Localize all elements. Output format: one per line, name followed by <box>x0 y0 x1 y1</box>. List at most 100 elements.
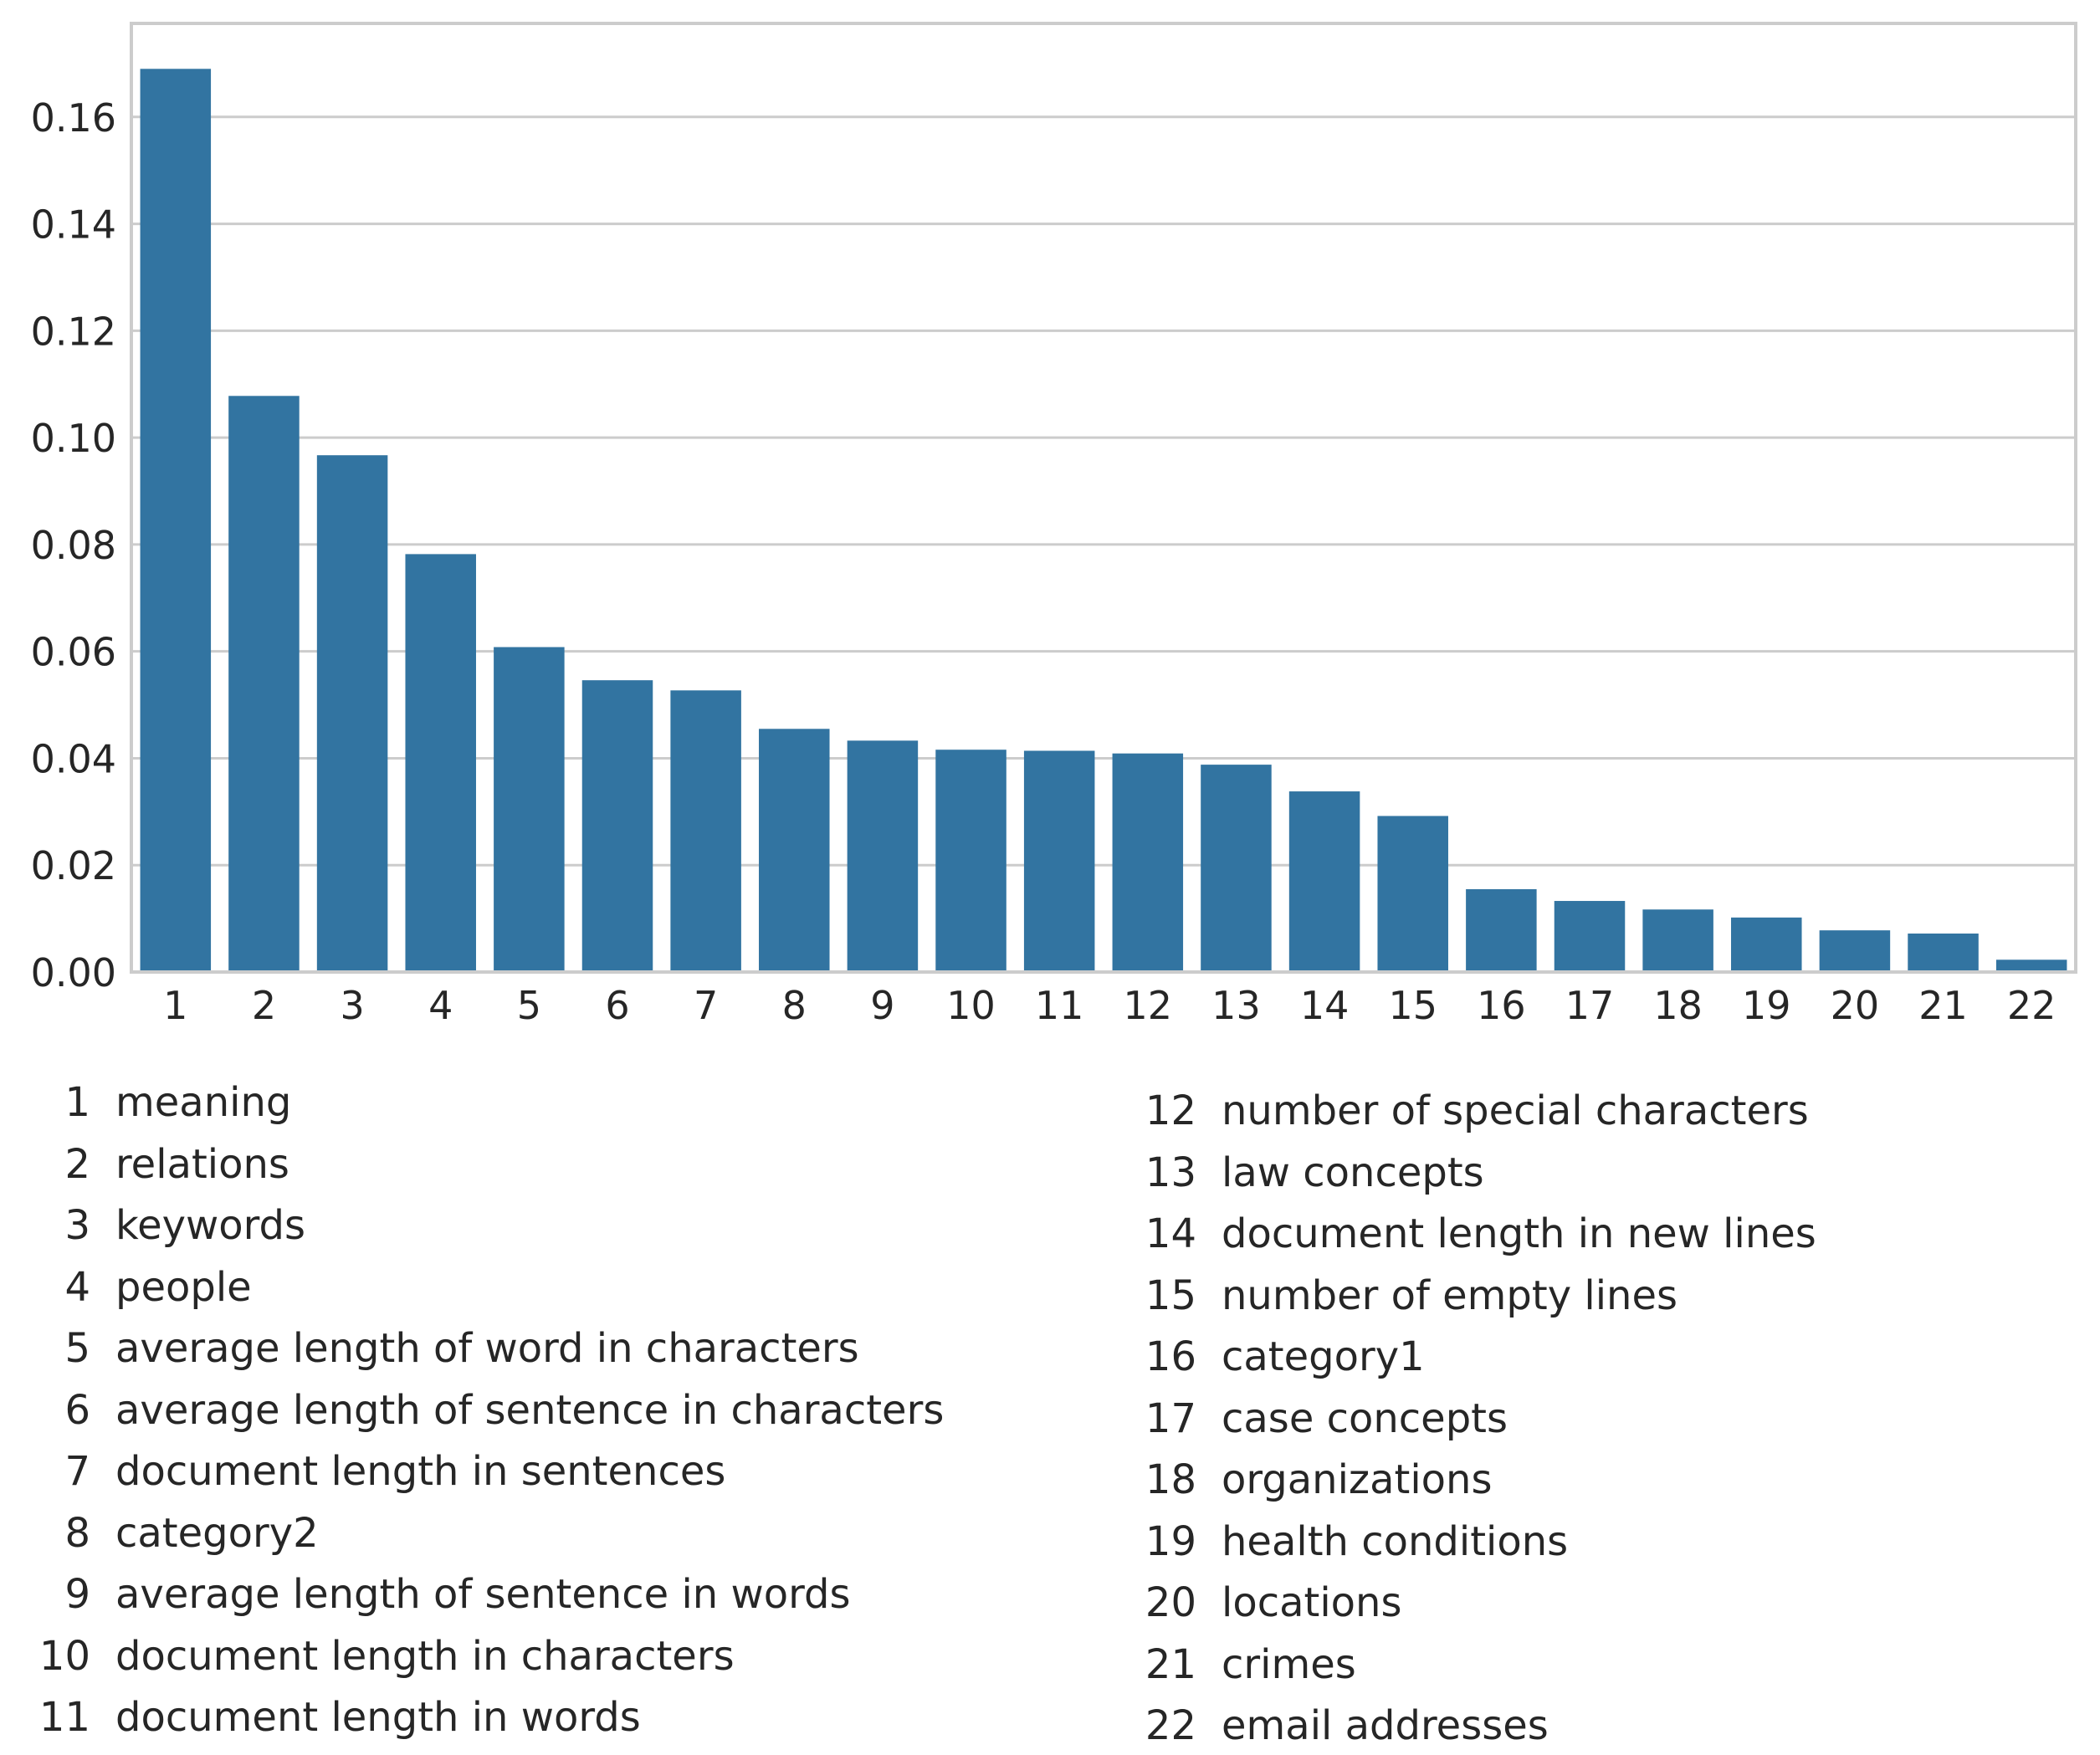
bar-18 <box>1642 909 1713 972</box>
y-tick-label: 0.00 <box>31 950 116 995</box>
legend-label: document length in words <box>115 1694 641 1741</box>
x-tick-label: 1 <box>163 983 187 1028</box>
legend-label: keywords <box>115 1202 306 1249</box>
bar-16 <box>1466 888 1537 972</box>
bar-21 <box>1908 934 1979 972</box>
y-tick-label: 0.14 <box>31 202 116 248</box>
x-tick-label: 7 <box>694 983 718 1028</box>
legend-label: category2 <box>115 1509 319 1557</box>
y-tick-label: 0.12 <box>31 309 116 354</box>
legend-number: 7 <box>64 1448 90 1495</box>
y-tick-label: 0.04 <box>31 736 116 781</box>
bar-2 <box>228 396 300 972</box>
bar-8 <box>759 729 830 972</box>
legend-label: number of special characters <box>1222 1087 1809 1134</box>
legend-number: 15 <box>1145 1271 1196 1319</box>
legend-label: meaning <box>115 1079 292 1126</box>
legend-label: document length in sentences <box>115 1448 726 1495</box>
legend-number: 4 <box>64 1263 90 1311</box>
bar-19 <box>1731 917 1802 972</box>
legend-label: relations <box>115 1140 289 1188</box>
legend-label: people <box>115 1263 252 1311</box>
x-tick-label: 15 <box>1388 983 1437 1028</box>
x-tick-label: 18 <box>1653 983 1703 1028</box>
legend-number: 17 <box>1145 1394 1196 1442</box>
legend-number: 3 <box>64 1202 90 1249</box>
x-tick-label: 20 <box>1831 983 1880 1028</box>
legend-number: 12 <box>1145 1087 1196 1134</box>
legend-label: health conditions <box>1222 1517 1569 1565</box>
legend-number: 14 <box>1145 1210 1196 1257</box>
x-tick-label: 12 <box>1124 983 1173 1028</box>
legend-number: 18 <box>1145 1456 1196 1503</box>
legend-number: 22 <box>1145 1702 1196 1749</box>
y-tick-label: 0.06 <box>31 630 116 675</box>
legend-label: category1 <box>1222 1333 1425 1380</box>
x-tick-label: 11 <box>1035 983 1084 1028</box>
legend-label: number of empty lines <box>1222 1271 1677 1319</box>
bar-20 <box>1819 930 1891 972</box>
legend-label: document length in new lines <box>1222 1210 1816 1257</box>
bar-4 <box>405 554 476 972</box>
y-tick-label: 0.02 <box>31 843 116 888</box>
bar-22 <box>1995 959 2067 972</box>
legend-label: average length of sentence in words <box>115 1571 851 1618</box>
legend-number: 8 <box>64 1509 90 1557</box>
legend-label: email addresses <box>1222 1702 1549 1749</box>
legend-number: 6 <box>64 1386 90 1434</box>
x-tick-label: 17 <box>1565 983 1615 1028</box>
plot-frame <box>130 22 2077 974</box>
x-tick-label: 16 <box>1477 983 1526 1028</box>
bar-10 <box>935 750 1006 972</box>
legend-label: average length of word in characters <box>115 1325 859 1372</box>
bar-17 <box>1554 901 1626 972</box>
bars <box>140 69 2067 973</box>
x-tick-label: 13 <box>1211 983 1261 1028</box>
x-tick-label: 8 <box>782 983 807 1028</box>
x-tick-label: 6 <box>605 983 629 1028</box>
legend-number: 21 <box>1145 1640 1196 1688</box>
x-tick-label: 3 <box>340 983 364 1028</box>
x-tick-label: 21 <box>1918 983 1968 1028</box>
y-tick-label: 0.10 <box>31 416 116 461</box>
bar-6 <box>581 680 653 972</box>
x-tick-label: 22 <box>2007 983 2056 1028</box>
x-tick-label: 5 <box>517 983 541 1028</box>
legend-label: crimes <box>1222 1640 1356 1688</box>
bar-1 <box>140 69 212 973</box>
x-tick-label: 10 <box>946 983 996 1028</box>
x-tick-label: 4 <box>428 983 453 1028</box>
y-tick-label: 0.16 <box>31 95 116 141</box>
legend-number: 1 <box>64 1079 90 1126</box>
legend-label: locations <box>1222 1579 1402 1626</box>
legend-number: 20 <box>1145 1579 1196 1626</box>
legend-number: 19 <box>1145 1517 1196 1565</box>
x-axis-ticks: 1 2 3 4 5 6 7 8 9 10 11 12 13 14 15 16 17 18 19 20 21 22 <box>163 983 2056 1028</box>
legend-number: 9 <box>64 1571 90 1618</box>
x-tick-label: 19 <box>1742 983 1791 1028</box>
bar-14 <box>1288 791 1360 972</box>
legend-label: average length of sentence in characters <box>115 1386 945 1434</box>
bar-9 <box>847 740 919 972</box>
legend-label: organizations <box>1222 1456 1493 1503</box>
legend-number: 5 <box>64 1325 90 1372</box>
legend-number: 16 <box>1145 1333 1196 1380</box>
bar-15 <box>1377 816 1448 972</box>
bar-5 <box>494 647 565 972</box>
bar-13 <box>1201 765 1272 972</box>
legend-number: 2 <box>64 1140 90 1188</box>
legend-number: 13 <box>1145 1149 1196 1196</box>
legend-number: 11 <box>38 1694 90 1741</box>
legend-label: law concepts <box>1222 1149 1484 1196</box>
legend-number: 10 <box>38 1632 90 1680</box>
y-tick-label: 0.08 <box>31 523 116 568</box>
bar-12 <box>1112 753 1184 972</box>
legend-label: case concepts <box>1222 1394 1508 1442</box>
y-axis-ticks: 0.00 0.02 0.04 0.06 0.08 0.10 0.12 0.14 0.16 <box>31 95 116 995</box>
legend-label: document length in characters <box>115 1632 735 1680</box>
bar-11 <box>1023 750 1095 972</box>
x-tick-label: 14 <box>1300 983 1350 1028</box>
bar-7 <box>670 690 741 972</box>
x-tick-label: 2 <box>252 983 276 1028</box>
